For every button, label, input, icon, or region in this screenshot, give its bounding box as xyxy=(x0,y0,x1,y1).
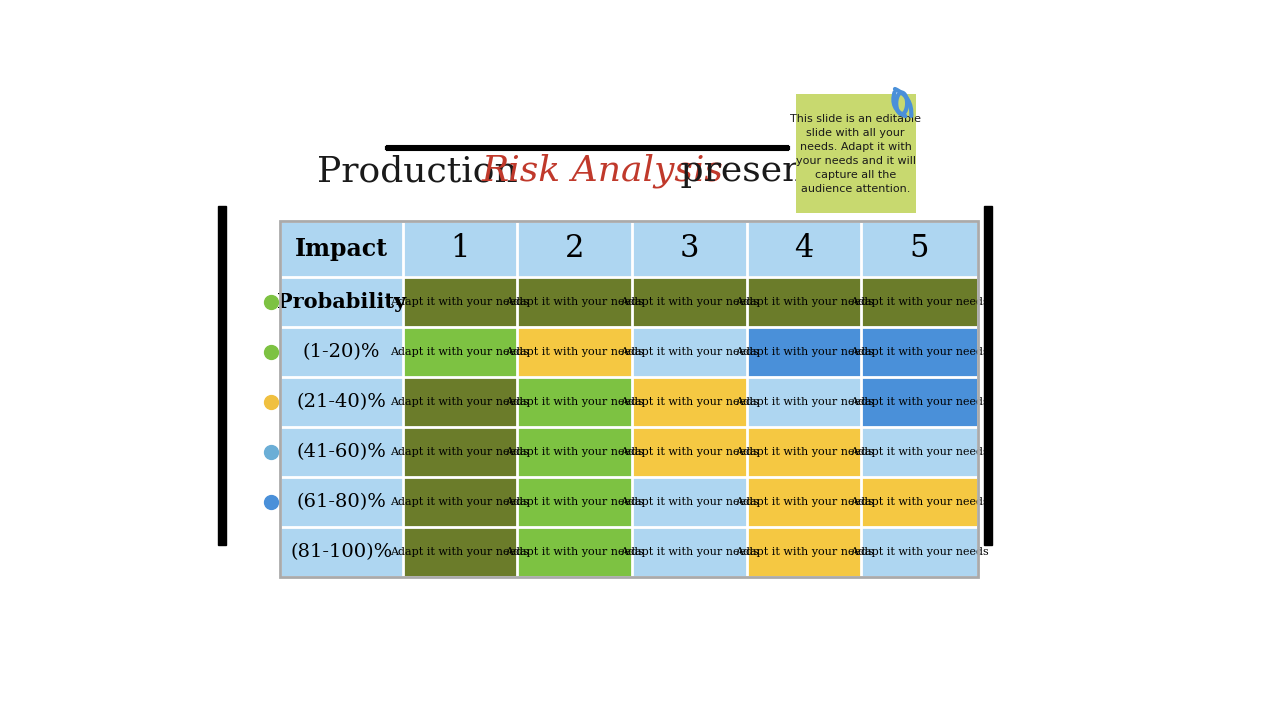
Bar xyxy=(863,377,977,426)
Text: (41-60)%: (41-60)% xyxy=(297,443,387,461)
Text: Adapt it with your needs: Adapt it with your needs xyxy=(506,397,644,407)
Bar xyxy=(403,428,517,476)
Bar xyxy=(632,328,746,376)
Text: Adapt it with your needs: Adapt it with your needs xyxy=(850,447,989,456)
Text: Adapt it with your needs: Adapt it with your needs xyxy=(506,547,644,557)
Text: Adapt it with your needs: Adapt it with your needs xyxy=(735,497,873,507)
Text: This slide is an editable
slide with all your
needs. Adapt it with
your needs an: This slide is an editable slide with all… xyxy=(790,114,922,194)
Bar xyxy=(518,377,631,426)
Bar xyxy=(863,428,977,476)
Bar xyxy=(403,277,517,326)
Text: 4: 4 xyxy=(795,233,814,264)
Text: (1-20)%: (1-20)% xyxy=(302,343,380,361)
Text: presentation: presentation xyxy=(669,154,913,188)
Bar xyxy=(403,477,517,526)
Bar xyxy=(795,94,915,213)
Bar xyxy=(280,221,978,577)
Text: Adapt it with your needs: Adapt it with your needs xyxy=(506,297,644,307)
Text: Adapt it with your needs: Adapt it with your needs xyxy=(850,397,989,407)
Text: Adapt it with your needs: Adapt it with your needs xyxy=(390,297,530,307)
Bar xyxy=(403,377,517,426)
Bar xyxy=(280,377,402,426)
Text: Adapt it with your needs: Adapt it with your needs xyxy=(620,297,759,307)
Text: Adapt it with your needs: Adapt it with your needs xyxy=(506,346,644,356)
Text: Adapt it with your needs: Adapt it with your needs xyxy=(850,346,989,356)
Text: 5: 5 xyxy=(910,233,929,264)
Text: Probability: Probability xyxy=(276,292,406,312)
Bar xyxy=(518,277,631,326)
Text: Adapt it with your needs: Adapt it with your needs xyxy=(620,346,759,356)
Text: (61-80)%: (61-80)% xyxy=(297,492,387,510)
Text: Impact: Impact xyxy=(294,237,388,261)
Bar xyxy=(518,328,631,376)
Bar xyxy=(632,528,746,576)
Text: Adapt it with your needs: Adapt it with your needs xyxy=(620,497,759,507)
Text: Adapt it with your needs: Adapt it with your needs xyxy=(390,346,530,356)
Text: Adapt it with your needs: Adapt it with your needs xyxy=(390,447,530,456)
Text: Adapt it with your needs: Adapt it with your needs xyxy=(850,297,989,307)
Text: Adapt it with your needs: Adapt it with your needs xyxy=(506,447,644,456)
Bar xyxy=(518,528,631,576)
Text: Adapt it with your needs: Adapt it with your needs xyxy=(850,547,989,557)
Bar xyxy=(748,277,860,326)
Bar xyxy=(280,277,402,326)
Text: Adapt it with your needs: Adapt it with your needs xyxy=(735,346,873,356)
Bar xyxy=(748,428,860,476)
Text: 1: 1 xyxy=(451,233,470,264)
Bar xyxy=(984,206,992,544)
Text: Adapt it with your needs: Adapt it with your needs xyxy=(735,447,873,456)
Text: Adapt it with your needs: Adapt it with your needs xyxy=(735,397,873,407)
Bar xyxy=(632,377,746,426)
Text: Adapt it with your needs: Adapt it with your needs xyxy=(506,497,644,507)
Text: (81-100)%: (81-100)% xyxy=(291,543,393,561)
Bar xyxy=(748,528,860,576)
Bar xyxy=(280,222,402,276)
Text: Adapt it with your needs: Adapt it with your needs xyxy=(390,547,530,557)
Bar xyxy=(280,428,402,476)
Bar xyxy=(403,328,517,376)
Bar xyxy=(403,528,517,576)
Bar xyxy=(518,222,631,276)
Text: Adapt it with your needs: Adapt it with your needs xyxy=(620,397,759,407)
Bar xyxy=(632,477,746,526)
Text: Production Risk Analysis presentation: Production Risk Analysis presentation xyxy=(238,154,936,189)
Text: Adapt it with your needs: Adapt it with your needs xyxy=(735,547,873,557)
Bar xyxy=(280,221,978,577)
Bar xyxy=(863,222,977,276)
Text: Adapt it with your needs: Adapt it with your needs xyxy=(390,497,530,507)
Text: 3: 3 xyxy=(680,233,699,264)
Bar xyxy=(748,328,860,376)
Bar xyxy=(748,477,860,526)
Text: Adapt it with your needs: Adapt it with your needs xyxy=(390,397,530,407)
Text: Adapt it with your needs: Adapt it with your needs xyxy=(620,547,759,557)
Text: Adapt it with your needs: Adapt it with your needs xyxy=(620,447,759,456)
Text: (21-40)%: (21-40)% xyxy=(297,392,387,410)
Bar xyxy=(748,377,860,426)
Bar xyxy=(863,328,977,376)
Text: 2: 2 xyxy=(564,233,585,264)
Bar xyxy=(863,528,977,576)
Bar xyxy=(863,477,977,526)
Text: Adapt it with your needs: Adapt it with your needs xyxy=(850,497,989,507)
Bar xyxy=(518,477,631,526)
Bar xyxy=(632,222,746,276)
Bar xyxy=(632,428,746,476)
Text: Risk Analysis: Risk Analysis xyxy=(481,154,723,189)
Bar xyxy=(863,277,977,326)
Bar xyxy=(748,222,860,276)
Bar xyxy=(280,528,402,576)
Bar xyxy=(518,428,631,476)
Bar xyxy=(280,477,402,526)
Text: Adapt it with your needs: Adapt it with your needs xyxy=(735,297,873,307)
Text: Production: Production xyxy=(317,154,530,188)
Bar xyxy=(632,277,746,326)
Bar xyxy=(403,222,517,276)
Bar xyxy=(280,328,402,376)
Bar xyxy=(218,206,225,544)
